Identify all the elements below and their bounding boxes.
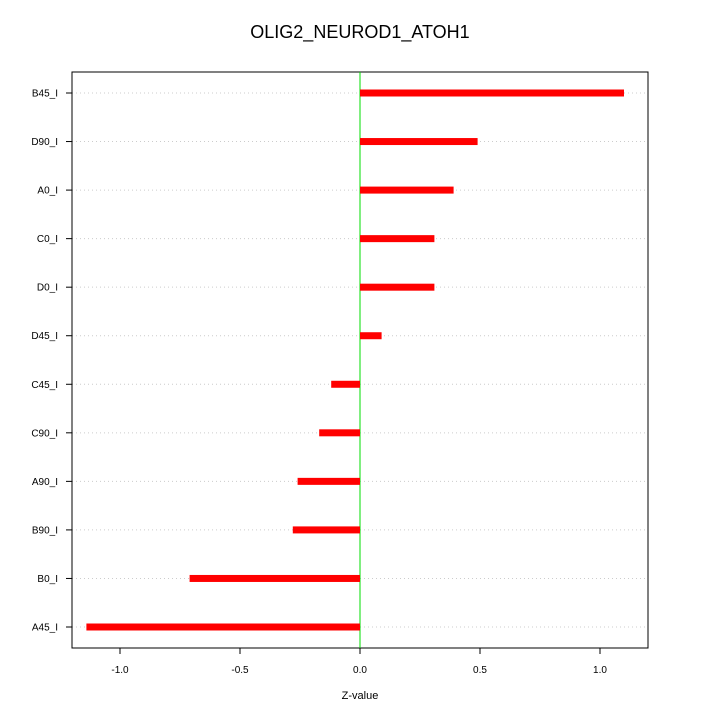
y-tick-label: B90_I [32,525,58,536]
y-tick-label: B45_I [32,89,58,100]
y-tick-label: A90_I [32,477,58,488]
y-tick-label: B0_I [37,574,58,585]
bar-B45_I [360,89,624,97]
bar-D0_I [360,283,435,291]
y-tick-label: D45_I [31,331,58,342]
y-tick-label: A0_I [37,186,58,197]
y-tick-label: C0_I [37,234,58,245]
y-tick-label: D90_I [31,137,58,148]
bar-B90_I [292,526,360,534]
bar-C45_I [331,380,360,388]
y-tick-label: C90_I [31,428,58,439]
y-tick-label: D0_I [37,283,58,294]
y-tick-label: C45_I [31,380,58,391]
bar-D90_I [360,138,478,146]
x-tick-label: 0.0 [353,665,367,676]
bar-C0_I [360,235,435,243]
bar-B0_I [189,574,360,582]
y-tick-label: A45_I [32,623,58,634]
bar-C90_I [319,429,360,437]
bar-D45_I [360,332,382,340]
x-tick-label: 0.5 [473,665,487,676]
x-tick-label: 1.0 [593,665,607,676]
bar-A45_I [86,623,361,631]
chart-title: OLIG2_NEUROD1_ATOH1 [250,22,470,42]
bar-A90_I [297,477,360,485]
x-axis-label: Z-value [341,690,379,702]
bar-A0_I [360,186,454,194]
x-tick-label: -0.5 [231,665,249,676]
x-tick-label: -1.0 [111,665,129,676]
